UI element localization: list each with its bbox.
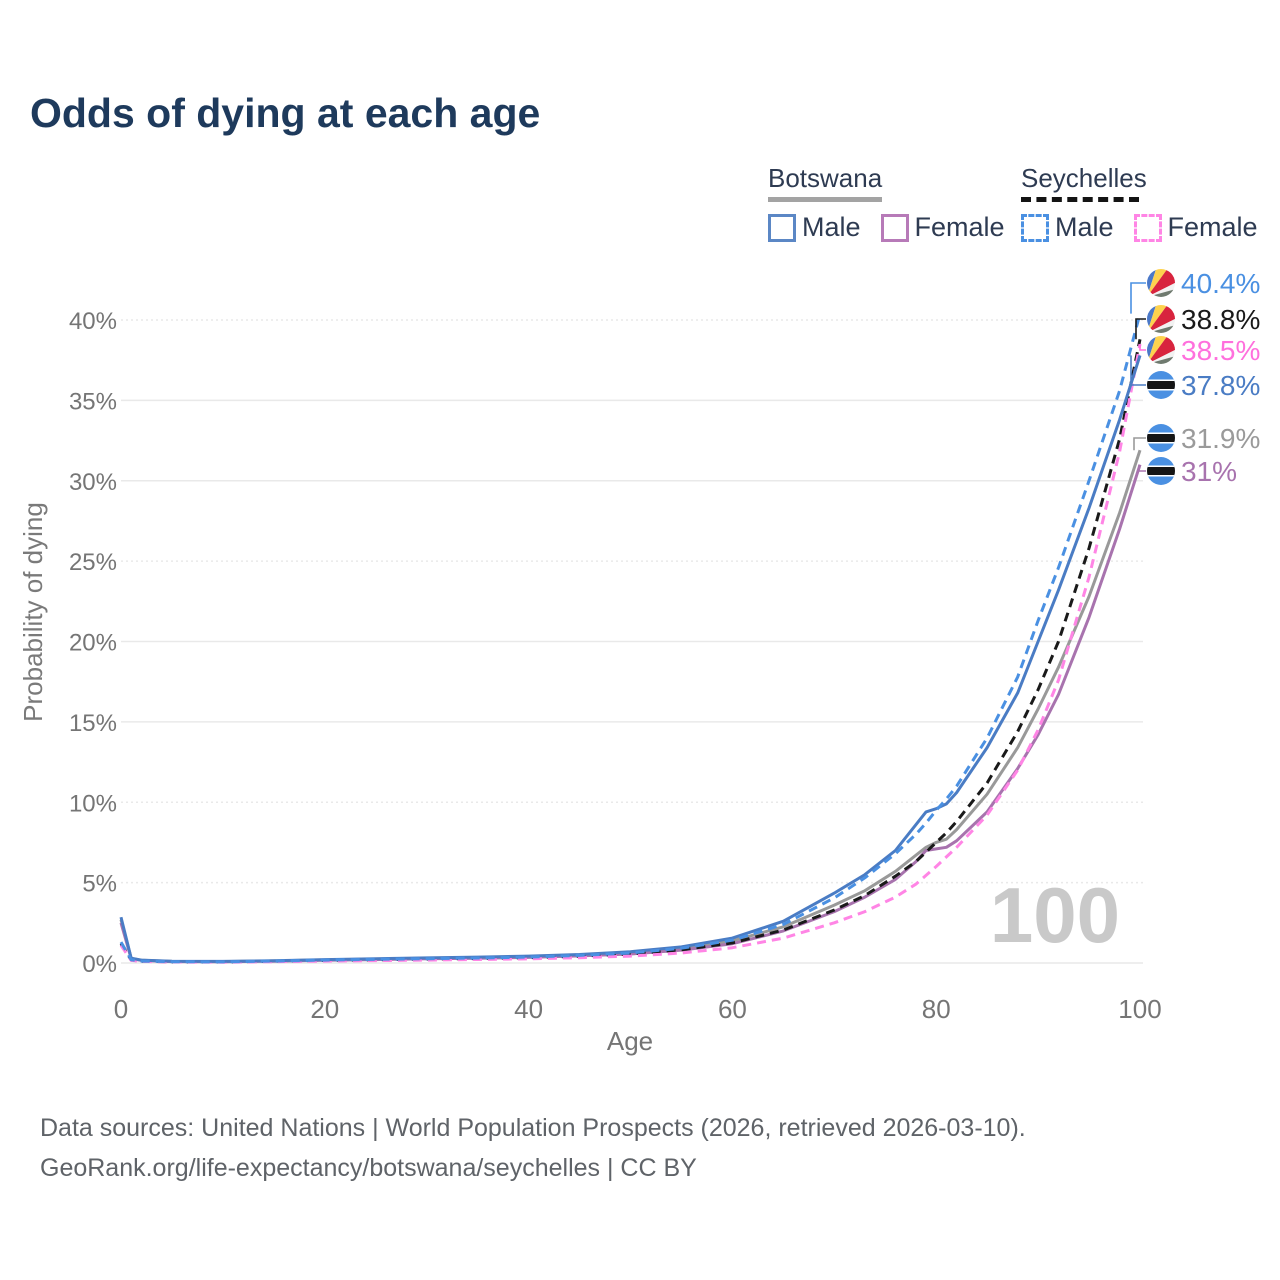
botswana-flag-icon [1147, 371, 1175, 399]
x-tick-label: 0 [114, 994, 128, 1024]
legend-botswana-male-label[interactable]: Male [802, 212, 861, 242]
age-watermark: 100 [990, 871, 1120, 959]
botswana-flag-icon [1147, 457, 1175, 485]
y-tick-label: 15% [69, 710, 117, 737]
y-tick-label: 0% [82, 951, 117, 978]
legend-seychelles-female-label[interactable]: Female [1167, 212, 1258, 242]
seychelles-female-swatch-icon[interactable] [1133, 213, 1162, 242]
axes: 0 20 40 60 80 100 Age Probability of dying [18, 502, 1162, 1056]
end-label-connector [1133, 437, 1146, 451]
y-tick-label: 20% [69, 630, 117, 657]
series-line-bw_female[interactable] [119, 464, 1142, 964]
seychelles-flag-icon [1147, 336, 1175, 364]
end-label-value: 37.8% [1181, 370, 1260, 401]
botswana-male-swatch-icon[interactable] [768, 213, 796, 242]
seychelles-flag-icon [1147, 269, 1175, 297]
series-line-sc_female[interactable] [119, 343, 1142, 964]
botswana-female-swatch-icon[interactable] [880, 213, 909, 242]
botswana-flag-icon [1147, 424, 1175, 452]
x-axis-title: Age [607, 1026, 653, 1056]
series-line-bw_male[interactable] [119, 354, 1142, 963]
page-title: Odds of dying at each age [30, 90, 541, 136]
legend-botswana-female-label[interactable]: Female [914, 212, 1005, 242]
footer-data-sources: Data sources: United Nations | World Pop… [40, 1114, 1026, 1142]
seychelles-flag-icon [1147, 305, 1175, 333]
legend-seychelles-title[interactable]: Seychelles [1021, 163, 1147, 193]
gridlines: 0% 5% 10% 15% 20% 25% 30% 35% 40% [69, 308, 1143, 978]
legend-botswana-title[interactable]: Botswana [768, 163, 883, 193]
y-tick-label: 5% [82, 871, 117, 898]
legend-botswana: Botswana Male Female [768, 163, 1025, 243]
y-tick-label: 40% [69, 308, 117, 335]
botswana-total-line-swatch [768, 197, 882, 202]
x-tick-label: 40 [514, 994, 543, 1024]
end-label-connector [1135, 318, 1146, 340]
y-tick-label: 10% [69, 790, 117, 817]
end-label-connector [1139, 344, 1146, 351]
end-label-value: 31.9% [1181, 423, 1260, 454]
end-label-connector [1138, 464, 1146, 472]
y-axis-title: Probability of dying [18, 502, 48, 722]
end-labels: 40.4% 38.8%38.5% 37.8% 31.9%31% [1130, 268, 1260, 487]
legend-seychelles-male-label[interactable]: Male [1055, 212, 1114, 242]
series-line-sc_total[interactable] [119, 338, 1142, 964]
legend-seychelles: Seychelles Male Female [1021, 163, 1278, 243]
series-lines [119, 313, 1142, 964]
end-label-connector [1130, 282, 1146, 314]
y-tick-label: 35% [69, 388, 117, 415]
end-label-value: 38.5% [1181, 335, 1260, 366]
y-tick-label: 25% [69, 549, 117, 576]
x-tick-label: 80 [922, 994, 951, 1024]
x-tick-label: 100 [1118, 994, 1161, 1024]
footer: Data sources: United Nations | World Pop… [40, 1108, 1026, 1188]
footer-attribution[interactable]: GeoRank.org/life-expectancy/botswana/sey… [40, 1154, 697, 1182]
series-line-bw_total[interactable] [119, 449, 1142, 964]
end-label-value: 40.4% [1181, 268, 1260, 299]
series-line-sc_male[interactable] [119, 313, 1142, 964]
x-tick-label: 20 [310, 994, 339, 1024]
end-label-connector [1130, 355, 1146, 386]
x-tick-label: 60 [718, 994, 747, 1024]
seychelles-male-swatch-icon[interactable] [1021, 213, 1049, 242]
end-label-value: 38.8% [1181, 304, 1260, 335]
end-label-value: 31% [1181, 456, 1237, 487]
y-tick-label: 30% [69, 469, 117, 496]
seychelles-total-line-swatch [1021, 197, 1139, 202]
